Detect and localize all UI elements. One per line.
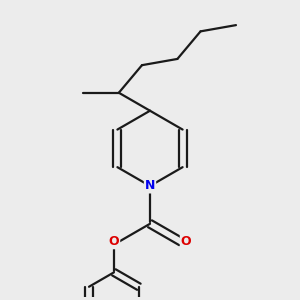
Text: N: N [145,179,155,193]
Text: O: O [109,235,119,248]
Text: O: O [181,235,191,248]
